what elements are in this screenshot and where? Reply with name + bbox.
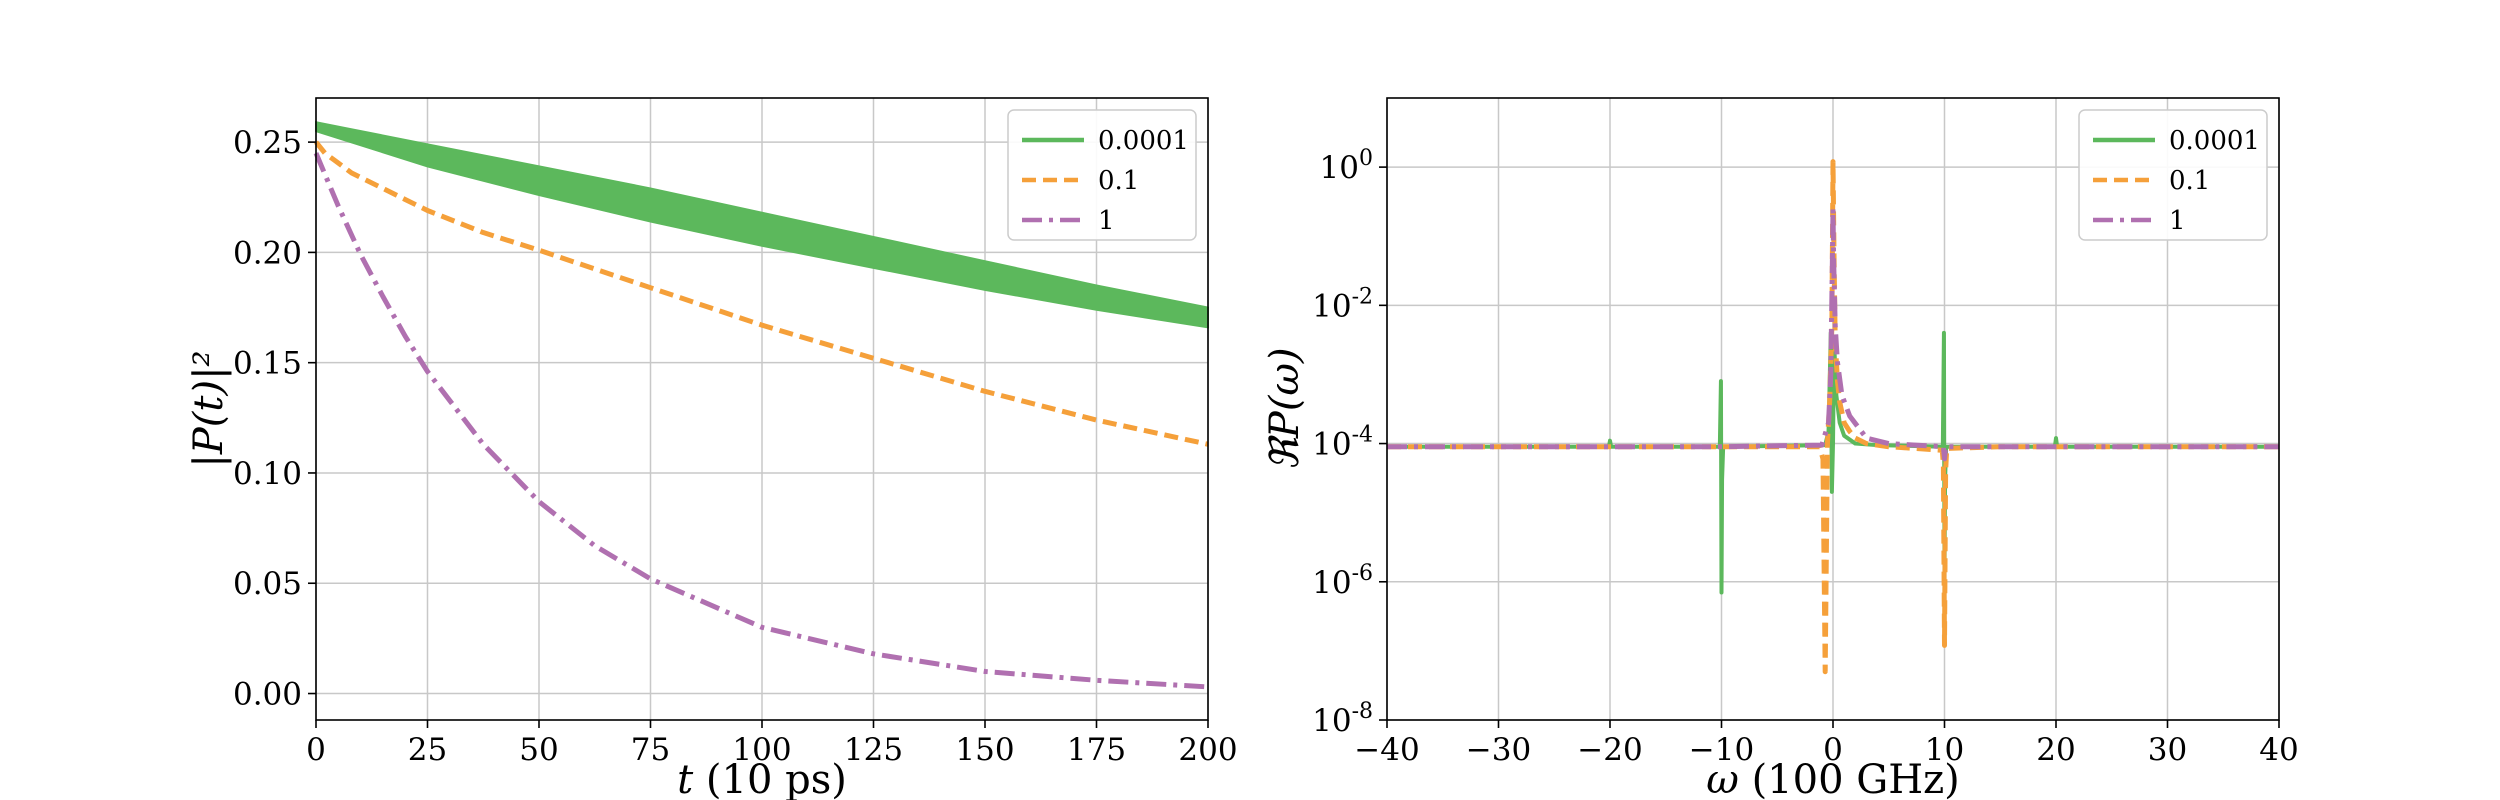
y-tick-label: 0.00 (233, 677, 302, 713)
left-grid (315, 98, 1209, 720)
left-legend-label-0.1: 0.1 (1098, 166, 1139, 196)
right-legend: 0.0001 0.1 1 (2078, 109, 2268, 241)
left-plot: 0 25 50 75 100 125 150 175 200 0.000.050.100.150… (186, 97, 1238, 800)
x-tick-label: 20 (2036, 732, 2075, 768)
left-series-1-line (313, 152, 1209, 690)
right-series-layer (1387, 159, 2279, 675)
right-y-ticks: 10-8 10-6 10-4 10-2 100 (1312, 146, 1387, 739)
x-tick-label: 100 (732, 732, 791, 768)
y-tick-label: 100 (1320, 146, 1373, 186)
x-tick-label: 50 (519, 732, 558, 768)
right-x-axis-unit: (100 GHz) (1739, 757, 1960, 800)
y-tick-label: 0.05 (233, 566, 302, 602)
x-tick-label: 200 (1178, 732, 1237, 768)
right-legend-label-0.1: 0.1 (2169, 166, 2210, 196)
right-series-1-line (1387, 206, 2279, 462)
left-legend-label-0.0001: 0.0001 (1098, 126, 1189, 156)
right-series-0.1-line (1387, 159, 2279, 675)
x-tick-label: 150 (955, 732, 1014, 768)
left-legend: 0.0001 0.1 1 (1007, 109, 1197, 241)
x-tick-label: 175 (1067, 732, 1126, 768)
right-x-axis-var: ω (1706, 757, 1739, 800)
x-tick-label: −40 (1354, 732, 1419, 768)
left-x-axis-unit: (10 ps) (693, 757, 847, 800)
right-legend-box (2078, 109, 2268, 241)
right-legend-label-0.0001: 0.0001 (2169, 126, 2260, 156)
y-tick-label: 10-6 (1312, 561, 1373, 601)
left-y-axis-label: |P(t)|² (186, 350, 232, 467)
x-tick-label: 40 (2259, 732, 2298, 768)
x-tick-label: −10 (1689, 732, 1754, 768)
x-tick-label: 10 (1925, 732, 1964, 768)
left-legend-box (1007, 109, 1197, 241)
y-tick-label: 0.25 (233, 125, 302, 161)
left-legend-label-1: 1 (1098, 206, 1115, 236)
x-tick-label: 0 (1823, 732, 1843, 768)
y-tick-label: 0.20 (233, 235, 302, 271)
y-tick-label: 10-4 (1312, 423, 1373, 463)
y-tick-label: 0.15 (233, 346, 302, 382)
x-tick-label: 125 (844, 732, 903, 768)
left-x-axis-label: t (10 ps) (677, 757, 847, 800)
right-y-axis-label: ℜP(ω) (1262, 347, 1308, 470)
right-legend-label-1: 1 (2169, 206, 2186, 236)
left-x-ticks: 0 25 50 75 100 125 150 175 200 (306, 720, 1238, 768)
x-tick-label: −30 (1466, 732, 1531, 768)
y-tick-label: 10-2 (1312, 284, 1373, 324)
left-series-0.1-line (314, 140, 1209, 447)
x-tick-label: 75 (631, 732, 670, 768)
right-x-axis-label: ω (100 GHz) (1706, 757, 1960, 800)
left-y-ticks: 0.00 0.05 0.10 0.15 0.20 0.25 (233, 125, 316, 713)
right-x-ticks: −40 −30 −20 −10 0 10 20 30 40 (1354, 720, 2299, 768)
x-tick-label: −20 (1577, 732, 1642, 768)
y-tick-label: 10-8 (1312, 699, 1373, 739)
x-tick-label: 25 (408, 732, 447, 768)
right-plot: −40 −30 −20 −10 0 10 20 30 40 10-810-610-410-210… (1262, 97, 2299, 800)
left-x-axis-var: t (677, 757, 694, 800)
x-tick-label: 30 (2148, 732, 2187, 768)
y-tick-label: 0.10 (233, 456, 302, 492)
x-tick-label: 0 (306, 732, 326, 768)
